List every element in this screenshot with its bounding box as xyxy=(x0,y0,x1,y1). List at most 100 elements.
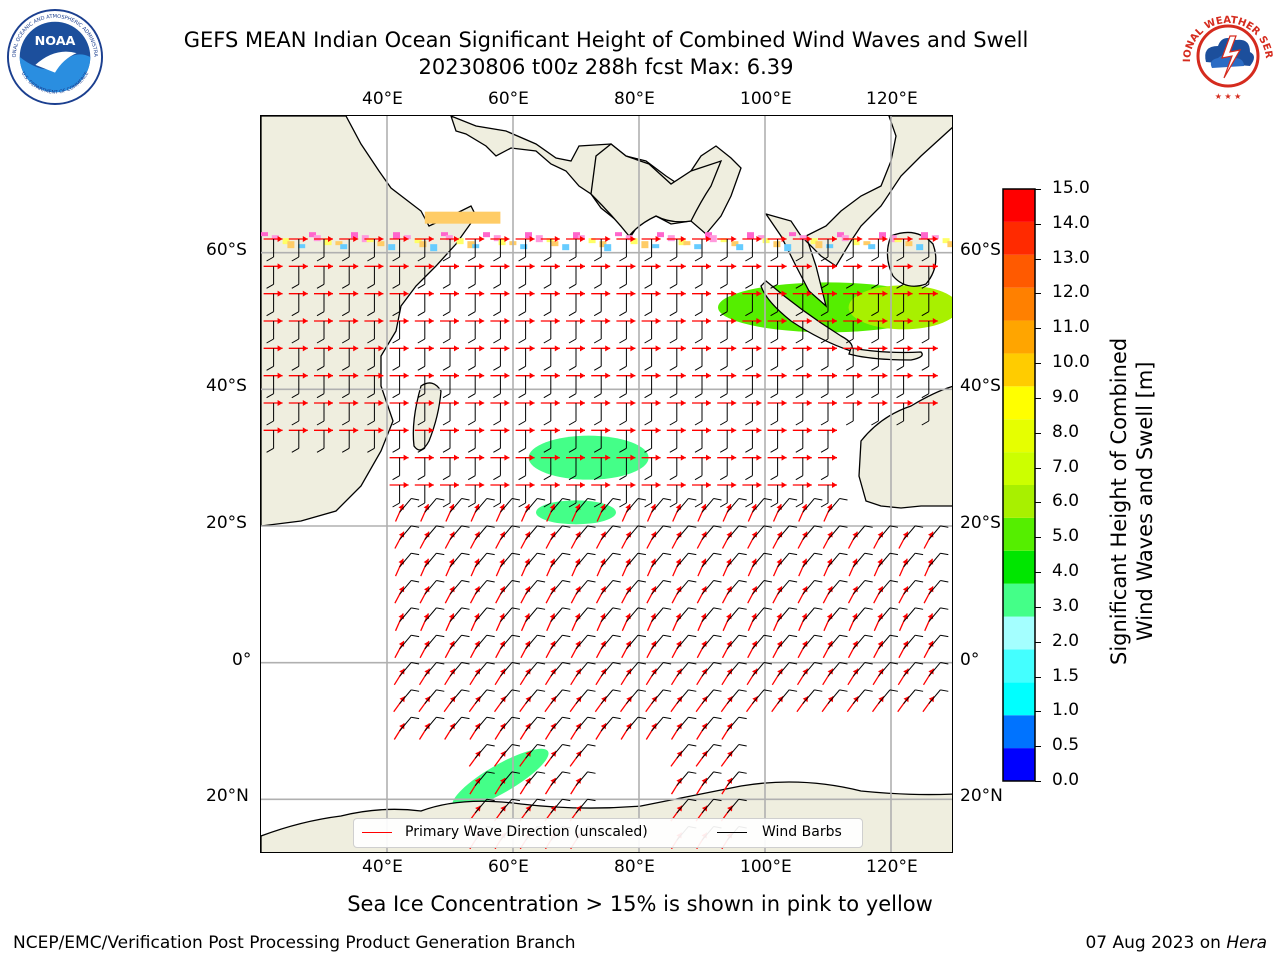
wave-direction-arrow xyxy=(742,345,762,352)
wave-direction-arrow xyxy=(792,263,812,270)
wind-barb xyxy=(600,689,621,704)
wave-direction-arrow xyxy=(515,345,535,352)
wind-barb xyxy=(493,403,501,426)
wind-barb xyxy=(726,662,747,677)
wind-barb xyxy=(493,485,501,508)
wind-barb xyxy=(878,689,898,704)
wind-barb xyxy=(903,580,924,595)
wind-barb xyxy=(291,375,300,399)
wind-barb xyxy=(518,457,527,481)
wave-direction-arrow xyxy=(490,263,510,270)
wind-barb xyxy=(626,498,646,513)
wind-barb xyxy=(802,662,823,677)
sea-ice-cell xyxy=(604,244,612,252)
wind-barb xyxy=(568,293,577,317)
sea-ice-cell xyxy=(551,241,559,247)
sea-ice-cell xyxy=(573,232,580,240)
wave-direction-arrow xyxy=(469,723,481,740)
colorbar-tick xyxy=(1035,746,1041,748)
wave-direction-arrow xyxy=(414,263,434,270)
wind-barb xyxy=(593,266,602,289)
lon-label-bottom: 40°E xyxy=(362,857,403,877)
wind-barb xyxy=(852,607,873,622)
wave-direction-arrow xyxy=(843,263,863,270)
sea-ice-cell xyxy=(340,244,348,250)
colorbar-segment xyxy=(1003,649,1035,683)
colorbar-title: Significant Height of Combined Wind Wave… xyxy=(1107,305,1157,665)
wave-direction-arrow xyxy=(494,777,506,795)
wind-barb xyxy=(694,266,703,289)
wind-barb xyxy=(442,348,451,371)
noaa-logo-text: NOAA xyxy=(35,34,76,49)
wind-barb xyxy=(669,457,678,481)
wind-barb xyxy=(474,498,495,513)
wind-barb xyxy=(518,266,527,289)
sea-ice-cell xyxy=(852,238,860,246)
wave-direction-arrow xyxy=(696,777,708,795)
colorbar-tick xyxy=(1035,189,1041,190)
sea-ice-patch xyxy=(424,211,501,224)
sea-ice-cell xyxy=(773,241,781,248)
wind-barb xyxy=(399,580,420,595)
wind-barb xyxy=(316,403,325,426)
wind-barb xyxy=(600,552,621,568)
colorbar-segment xyxy=(1003,221,1035,255)
footer-date: 07 Aug 2023 on Hera xyxy=(1085,933,1267,953)
colorbar-tick-label: 10.0 xyxy=(1052,352,1090,373)
wind-barb xyxy=(467,348,476,371)
wind-barb xyxy=(399,662,420,677)
footer-credit: NCEP/EMC/Verification Post Processing Pr… xyxy=(13,933,576,953)
wind-barb xyxy=(424,689,445,704)
wind-barb xyxy=(676,662,697,677)
wave-direction-arrow xyxy=(414,400,434,406)
wind-barb xyxy=(827,689,848,704)
wind-barb xyxy=(291,430,300,453)
wind-barb xyxy=(820,239,829,262)
lat-label-right: 40°S xyxy=(960,376,1001,397)
wind-barb xyxy=(575,744,596,759)
wave-direction-arrow xyxy=(893,345,913,352)
wave-direction-arrow xyxy=(696,668,708,686)
india-land xyxy=(590,143,723,238)
colorbar-segment xyxy=(1003,419,1035,453)
wind-barb xyxy=(676,634,697,650)
nws-logo-icon: NATIONAL WEATHER SERVICE ★ ★ ★ xyxy=(1178,6,1275,103)
wind-barb xyxy=(770,239,779,262)
wind-barb xyxy=(392,321,401,344)
wind-barb xyxy=(820,293,829,317)
sea-ice-cell xyxy=(652,244,660,249)
lat-label-right: 20°N xyxy=(960,786,1003,807)
wave-direction-arrow xyxy=(494,668,506,686)
wind-barb xyxy=(474,716,495,732)
wave-direction-arrow xyxy=(465,263,485,270)
wind-barb xyxy=(518,293,527,317)
wind-barb xyxy=(449,498,470,513)
wind-barb xyxy=(341,321,350,344)
wind-barb xyxy=(442,266,451,289)
colorbar-tick xyxy=(1035,293,1041,295)
wind-barb xyxy=(493,348,501,371)
wind-barb xyxy=(626,662,646,677)
wind-barb xyxy=(921,293,930,317)
wind-barb xyxy=(719,485,728,508)
wind-barb xyxy=(820,485,829,508)
wind-barb xyxy=(500,798,520,814)
wind-barb xyxy=(266,403,275,426)
wind-barb xyxy=(525,607,546,622)
wind-barb xyxy=(701,689,722,704)
sea-ice-cell xyxy=(879,232,886,239)
sea-ice-cell xyxy=(615,232,622,237)
wave-direction-arrow xyxy=(515,372,535,379)
wave-direction-arrow xyxy=(263,345,283,352)
wave-direction-arrow xyxy=(595,668,607,686)
wind-barb xyxy=(550,580,571,595)
wind-barb xyxy=(719,239,728,262)
wind-barb xyxy=(694,348,703,371)
lon-label-bottom: 120°E xyxy=(866,857,918,877)
wind-barb xyxy=(568,348,577,371)
wind-barb xyxy=(575,716,596,732)
wind-barb xyxy=(701,634,722,650)
wave-direction-arrow xyxy=(717,263,737,270)
wave-direction-arrow xyxy=(515,454,535,461)
wind-barb xyxy=(518,430,527,453)
